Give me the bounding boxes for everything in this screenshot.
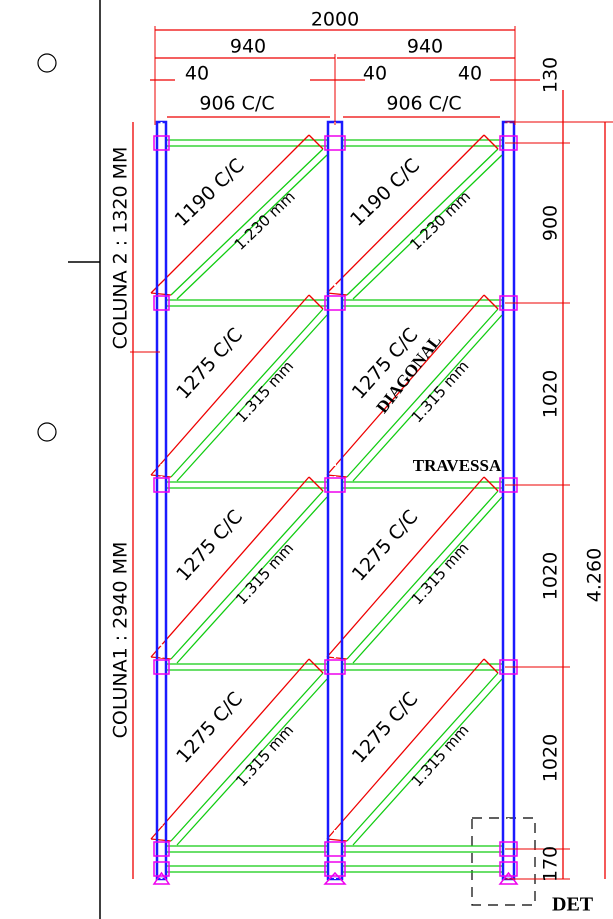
extension-line bbox=[483, 294, 499, 310]
connector bbox=[324, 659, 346, 675]
dimension-text: 130 bbox=[540, 57, 562, 93]
detail-label: DET bbox=[552, 894, 594, 916]
callout-label: TRAVESSA bbox=[413, 456, 502, 475]
diagonal-brace bbox=[352, 678, 503, 846]
dimension-line bbox=[150, 294, 310, 476]
extension-line bbox=[483, 134, 499, 150]
dimension-line bbox=[150, 476, 310, 658]
extension-line bbox=[326, 838, 348, 842]
dimension-line bbox=[326, 658, 485, 840]
diagonal-brace bbox=[170, 308, 324, 478]
dimension-text: 170 bbox=[540, 846, 562, 882]
dimension-text: 940 bbox=[407, 36, 443, 58]
extension-line bbox=[150, 292, 172, 296]
connector bbox=[153, 477, 170, 493]
connector bbox=[153, 861, 170, 877]
extension-line bbox=[308, 658, 324, 674]
dimension-text: 40 bbox=[185, 63, 209, 85]
dimension-text: 900 bbox=[540, 205, 562, 241]
connector bbox=[153, 659, 170, 675]
connector bbox=[153, 135, 170, 151]
connector bbox=[153, 841, 170, 857]
extension-line bbox=[326, 292, 348, 296]
connector bbox=[324, 477, 346, 493]
connector bbox=[324, 841, 346, 857]
diagonal-brace bbox=[176, 496, 328, 664]
extension-line bbox=[308, 294, 324, 310]
diagonal-length: 1.230 mm bbox=[406, 187, 474, 253]
diagonal-length: 1.315 mm bbox=[232, 721, 297, 790]
diagonal-spacing: 1275 C/C bbox=[172, 324, 247, 404]
connector bbox=[324, 295, 346, 311]
diagonal-length: 1.315 mm bbox=[408, 539, 473, 608]
diagonal-brace bbox=[352, 496, 503, 664]
diagonal-brace bbox=[346, 672, 499, 842]
diagonal-spacing: 1275 C/C bbox=[172, 506, 247, 586]
base-plate bbox=[323, 871, 347, 885]
diagonal-brace bbox=[176, 314, 328, 482]
dimension-text: 940 bbox=[230, 36, 266, 58]
dimension-text: 40 bbox=[458, 63, 482, 85]
diagonal-brace bbox=[176, 154, 328, 300]
diagonal-brace bbox=[346, 490, 499, 660]
dimension-text: 1020 bbox=[540, 552, 562, 600]
connector bbox=[499, 861, 518, 877]
diagonal-length: 1.315 mm bbox=[232, 539, 297, 608]
extension-line bbox=[483, 476, 499, 492]
diagonal-brace bbox=[170, 490, 324, 660]
diagonal-length: 1.315 mm bbox=[408, 721, 473, 790]
diagonal-spacing: 1190 C/C bbox=[171, 154, 249, 230]
extension-line bbox=[326, 656, 348, 660]
extension-line bbox=[308, 476, 324, 492]
column-label: COLUNA 2 : 1320 MM bbox=[110, 147, 132, 350]
diagonal-brace bbox=[170, 672, 324, 842]
dimension-line bbox=[150, 658, 310, 840]
diagonal-length: 1.315 mm bbox=[232, 357, 297, 426]
column-label: COLUNA1 : 2940 MM bbox=[110, 542, 132, 739]
diagonal-brace bbox=[352, 154, 503, 300]
diagonal-spacing: 1275 C/C bbox=[348, 506, 423, 586]
extension-line bbox=[150, 838, 172, 842]
diagonal-spacing: 1190 C/C bbox=[346, 154, 424, 231]
dimension-text: 2000 bbox=[311, 9, 359, 31]
dimension-line bbox=[326, 134, 485, 294]
punch-hole bbox=[37, 53, 57, 73]
extension-line bbox=[483, 658, 499, 674]
dimension-line bbox=[326, 476, 485, 658]
base-plate bbox=[152, 871, 171, 885]
dimension-text: 906 C/C bbox=[386, 93, 461, 115]
dimension-text: 4.260 bbox=[584, 548, 606, 602]
diagonal-spacing: 1275 C/C bbox=[172, 688, 247, 768]
diagonal-brace bbox=[346, 148, 499, 296]
diagonal-brace bbox=[170, 148, 324, 296]
punch-hole bbox=[37, 422, 57, 442]
dimension-text: 906 C/C bbox=[199, 93, 274, 115]
connector bbox=[153, 295, 170, 311]
diagonal-spacing: 1275 C/C bbox=[348, 688, 423, 768]
dimension-text: 40 bbox=[363, 63, 387, 85]
diagonal-brace bbox=[176, 678, 328, 846]
diagonal-brace bbox=[346, 308, 499, 478]
diagonal-length: 1.230 mm bbox=[231, 188, 299, 254]
diagonal-brace bbox=[352, 314, 503, 482]
dimension-line bbox=[326, 294, 485, 476]
connector bbox=[324, 861, 346, 877]
dimension-text: 1020 bbox=[540, 734, 562, 782]
connector bbox=[324, 135, 346, 151]
extension-line bbox=[308, 134, 324, 150]
dimension-text: 1020 bbox=[540, 370, 562, 418]
dimension-line bbox=[150, 134, 310, 294]
extension-line bbox=[326, 474, 348, 478]
detail-box bbox=[471, 817, 536, 906]
